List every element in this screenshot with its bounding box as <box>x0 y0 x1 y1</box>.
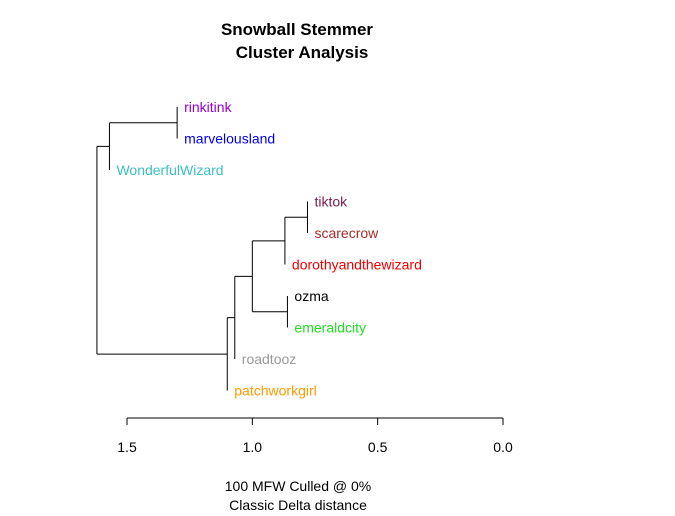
caption-line-2: Classic Delta distance <box>229 497 367 513</box>
dendrogram-branches <box>96 107 308 391</box>
leaf-label-WonderfulWizard: WonderfulWizard <box>116 162 223 178</box>
chart-title: Snowball Stemmer Cluster Analysis <box>221 20 373 62</box>
leaf-label-tiktok: tiktok <box>314 194 348 210</box>
leaf-label-rinkitink: rinkitink <box>184 99 232 115</box>
leaf-label-dorothyandthewizard: dorothyandthewizard <box>292 257 422 273</box>
leaf-label-emeraldcity: emeraldcity <box>294 320 366 336</box>
chart-title-line-1: Snowball Stemmer <box>221 20 373 39</box>
leaf-label-scarecrow: scarecrow <box>314 225 379 241</box>
leaf-label-patchworkgirl: patchworkgirl <box>234 383 316 399</box>
x-tick-label-3: 0.0 <box>493 439 513 455</box>
x-axis: 1.5 1.0 0.5 0.0 <box>117 417 513 455</box>
leaf-label-roadtooz: roadtooz <box>242 351 296 367</box>
chart-caption: 100 MFW Culled @ 0% Classic Delta distan… <box>225 478 371 513</box>
leaf-label-marvelousland: marvelousland <box>184 131 275 147</box>
caption-line-1: 100 MFW Culled @ 0% <box>225 478 371 494</box>
leaf-label-ozma: ozma <box>294 288 328 304</box>
chart-title-line-2: Cluster Analysis <box>236 43 369 62</box>
x-tick-label-0: 1.5 <box>117 439 137 455</box>
x-tick-label-2: 0.5 <box>368 439 388 455</box>
x-tick-label-1: 1.0 <box>243 439 263 455</box>
leaf-labels: rinkitink marvelousland WonderfulWizard tik… <box>116 99 421 399</box>
